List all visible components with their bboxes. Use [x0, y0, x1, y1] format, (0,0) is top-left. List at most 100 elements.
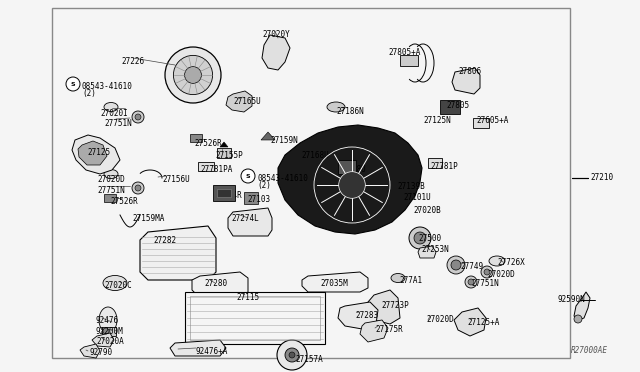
Text: S: S — [70, 81, 76, 87]
Text: 27175R: 27175R — [375, 325, 403, 334]
Circle shape — [184, 67, 202, 83]
Text: 27186N: 27186N — [336, 107, 364, 116]
Text: (2): (2) — [257, 181, 271, 190]
Text: 27184R: 27184R — [214, 191, 242, 200]
Text: 27020I: 27020I — [100, 109, 128, 118]
Text: 92790: 92790 — [90, 348, 113, 357]
Circle shape — [285, 348, 299, 362]
Ellipse shape — [99, 307, 117, 333]
Text: 92590N: 92590N — [558, 295, 586, 305]
Polygon shape — [368, 290, 400, 324]
Text: 27139B: 27139B — [397, 182, 425, 191]
Polygon shape — [360, 320, 388, 342]
Ellipse shape — [327, 102, 345, 112]
Text: 27605+A: 27605+A — [476, 116, 508, 125]
Text: 27526R: 27526R — [194, 139, 221, 148]
Text: 27157A: 27157A — [295, 355, 323, 364]
Text: 27020D: 27020D — [487, 270, 515, 279]
Text: 27726X: 27726X — [497, 258, 525, 267]
Polygon shape — [454, 308, 486, 336]
Ellipse shape — [103, 276, 127, 291]
Text: 27159N: 27159N — [270, 136, 298, 145]
Text: 27103: 27103 — [247, 195, 270, 204]
Ellipse shape — [104, 103, 118, 112]
Polygon shape — [72, 135, 120, 174]
Text: 27020B: 27020B — [413, 206, 441, 215]
Circle shape — [66, 77, 80, 91]
Text: 27156U: 27156U — [162, 175, 189, 184]
Circle shape — [289, 352, 295, 358]
Text: (2): (2) — [82, 89, 96, 98]
Circle shape — [103, 328, 109, 334]
Polygon shape — [302, 272, 368, 292]
Text: 27751N: 27751N — [97, 186, 125, 195]
Polygon shape — [228, 208, 272, 236]
Text: 27805+A: 27805+A — [388, 48, 420, 57]
Bar — [52, 8, 570, 358]
Text: 27751N: 27751N — [104, 119, 132, 128]
Polygon shape — [338, 302, 378, 330]
Text: 27283: 27283 — [355, 311, 378, 320]
Text: 27155P: 27155P — [215, 151, 243, 160]
Bar — [213, 185, 235, 201]
Circle shape — [132, 111, 144, 123]
Text: 27749: 27749 — [460, 262, 483, 271]
Text: 27526R: 27526R — [110, 197, 138, 206]
Text: 27159MA: 27159MA — [132, 214, 164, 223]
Polygon shape — [170, 340, 226, 356]
Circle shape — [414, 232, 426, 244]
Text: 27805: 27805 — [446, 101, 469, 110]
Polygon shape — [261, 132, 275, 140]
Bar — [428, 158, 442, 168]
Bar — [440, 100, 460, 114]
Text: 27274L: 27274L — [231, 214, 259, 223]
Polygon shape — [278, 125, 422, 234]
Polygon shape — [140, 226, 216, 280]
Text: 92200M: 92200M — [96, 327, 124, 336]
Text: 27165U: 27165U — [233, 97, 260, 106]
Text: 27115: 27115 — [236, 293, 259, 302]
Circle shape — [277, 340, 307, 370]
Text: 27500: 27500 — [418, 234, 441, 243]
Text: 27020A: 27020A — [96, 337, 124, 346]
Circle shape — [132, 182, 144, 194]
Text: R27000AE: R27000AE — [571, 346, 608, 355]
Bar — [473, 118, 489, 128]
Bar — [190, 134, 202, 142]
Text: 08543-41610: 08543-41610 — [257, 174, 308, 183]
Text: 27723P: 27723P — [381, 301, 409, 310]
Circle shape — [241, 169, 255, 183]
Bar — [102, 327, 116, 336]
Circle shape — [173, 55, 212, 94]
Circle shape — [481, 266, 493, 278]
Circle shape — [135, 185, 141, 191]
Polygon shape — [452, 68, 480, 94]
Text: S: S — [246, 173, 250, 179]
Bar — [400, 55, 418, 66]
Text: 92476: 92476 — [96, 316, 119, 325]
Polygon shape — [78, 141, 107, 165]
Text: 27253N: 27253N — [421, 245, 449, 254]
Text: 27282: 27282 — [153, 236, 176, 245]
Bar — [298, 148, 310, 157]
Circle shape — [484, 269, 490, 275]
Polygon shape — [226, 91, 252, 112]
Text: 27020C: 27020C — [104, 281, 132, 290]
Text: 27226: 27226 — [121, 57, 144, 66]
Polygon shape — [80, 344, 100, 358]
Circle shape — [339, 172, 365, 198]
Bar — [217, 148, 231, 158]
Text: 27125+A: 27125+A — [467, 318, 499, 327]
Ellipse shape — [391, 273, 405, 282]
Circle shape — [451, 260, 461, 270]
Text: 27806: 27806 — [458, 67, 481, 76]
Bar — [185, 292, 325, 344]
Text: 27125: 27125 — [87, 148, 110, 157]
Bar — [338, 160, 356, 174]
Circle shape — [574, 315, 582, 323]
Bar — [190, 296, 320, 340]
Polygon shape — [262, 35, 290, 70]
Polygon shape — [574, 292, 590, 320]
Polygon shape — [220, 142, 228, 147]
Text: 27020D: 27020D — [426, 315, 454, 324]
